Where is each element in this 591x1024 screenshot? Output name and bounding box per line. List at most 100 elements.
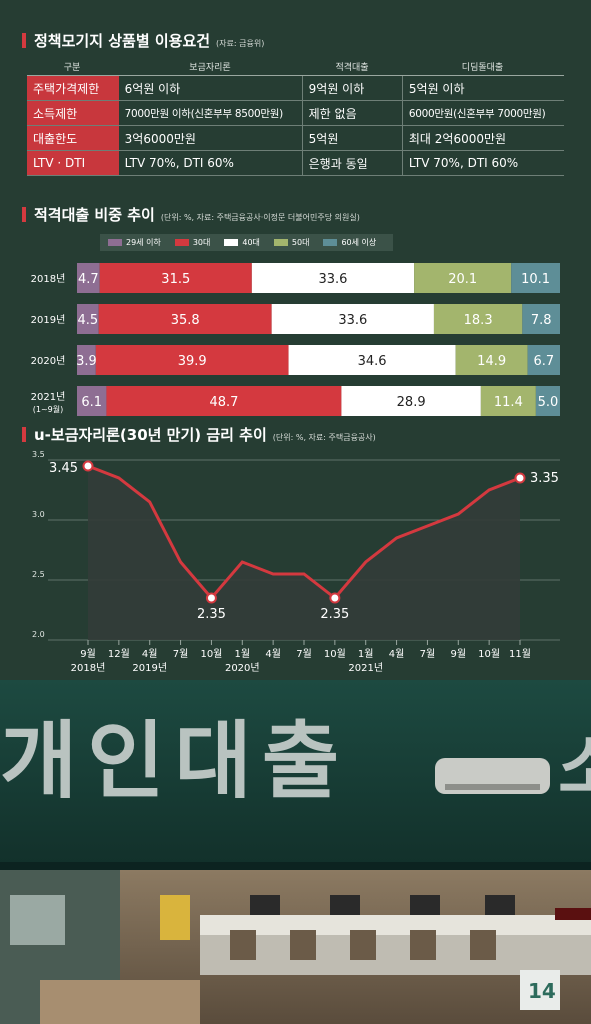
stack-chart-subtitle: (단위: %, 자료: 주택금융공사·이정문 더불어민주당 의원실) (160, 213, 360, 222)
stack-chart-title-text: 적격대출 비중 추이 (34, 206, 155, 224)
line-chart-subtitle: (단위: %, 자료: 주택금융공사) (272, 433, 376, 442)
bar-segment (77, 304, 99, 334)
table-title-text: 정책모기지 상품별 이용요건 (34, 32, 211, 50)
chair (290, 930, 316, 960)
table-title: 정책모기지 상품별 이용요건 (자료: 금융위) (22, 30, 264, 51)
chair (410, 930, 436, 960)
table-row: LTV · DTI LTV 70%, DTI 60% 은행과 동일 LTV 70… (27, 151, 564, 176)
y-tick-label: 2.0 (32, 630, 45, 639)
x-tick-label: 7월 (173, 648, 189, 660)
row-header: 소득제한 (27, 101, 119, 125)
row-header: 대출한도 (27, 126, 119, 150)
table-cell: 6억원 이하 (124, 81, 181, 96)
bar-category-label: 2019년 (31, 314, 66, 326)
table-cell: 5억원 이하 (401, 76, 564, 100)
line-point (205, 592, 217, 604)
legend-swatch (174, 239, 189, 246)
table-cell: LTV 70%, DTI 60% (401, 151, 564, 175)
bar-category-label: 2020년 (31, 355, 66, 367)
bar-segment (511, 263, 560, 293)
line-point (514, 472, 526, 484)
line-chart-title-text: u-보금자리론(30년 만기) 금리 추이 (34, 426, 267, 444)
bar-segment (251, 263, 415, 293)
x-year-label: 2019년 (132, 662, 167, 674)
x-year-label: 2021년 (348, 662, 383, 674)
bar-value-label: 33.6 (319, 272, 348, 287)
counter-top (200, 915, 591, 935)
chair (230, 930, 256, 960)
bar-value-label: 20.1 (448, 272, 477, 287)
line-annotation: 2.35 (320, 607, 349, 622)
row-header: 주택가격제한 (27, 76, 119, 100)
bar-segment (341, 386, 481, 416)
x-tick-label: 10월 (324, 648, 346, 660)
bar-value-label: 35.8 (171, 313, 200, 328)
line-chart-title: u-보금자리론(30년 만기) 금리 추이 (단위: %, 자료: 주택금융공사) (22, 424, 376, 445)
table-cell: 5억원 (301, 126, 402, 150)
x-tick-label: 7월 (296, 648, 312, 660)
row-header: LTV · DTI (27, 151, 119, 175)
line-annotation: 3.35 (530, 471, 559, 486)
line-annotation: 2.35 (197, 607, 226, 622)
counter-front (200, 935, 591, 975)
bar-segment (535, 386, 560, 416)
bar-value-label: 4.5 (78, 313, 99, 328)
monitor (410, 895, 440, 915)
bar-segment (98, 304, 272, 334)
bar-segment (480, 386, 536, 416)
legend-label: 29세 이하 (126, 238, 161, 247)
x-tick-label: 10월 (200, 648, 222, 660)
bar-segment (77, 263, 100, 293)
bar-category-label: 2021년 (31, 391, 66, 403)
bank-branch-photo: 개인대출 소 14 (0, 680, 591, 1024)
bar-value-label: 34.6 (358, 354, 387, 369)
bar-segment (414, 263, 512, 293)
sign-text: 개인대출 (0, 712, 349, 810)
x-tick-label: 4월 (389, 648, 405, 660)
table-row: 소득제한 7000만원 이하(신혼부부 8500만원) 제한 없음 6000만원… (27, 101, 564, 126)
table-source: (자료: 금융위) (216, 39, 265, 48)
policy-table: 구분 보금자리론 적격대출 디딤돌대출 주택가격제한 6억원 이하 9억원 이하… (27, 57, 564, 176)
table-cell: 6000만원(신혼부부 7000만원) (401, 101, 564, 125)
legend-label: 60세 이상 (341, 238, 377, 247)
bar-value-label: 11.4 (494, 395, 523, 410)
line-point (82, 460, 94, 472)
bar-segment (106, 386, 342, 416)
legend-item: 30대 (174, 237, 210, 248)
bar-value-label: 39.9 (178, 354, 207, 369)
bar-segment (522, 304, 560, 334)
legend-label: 40대 (242, 238, 260, 247)
x-tick-label: 11월 (509, 648, 531, 660)
legend-swatch (273, 239, 288, 246)
x-tick-label: 9월 (451, 648, 467, 660)
bar-value-label: 6.7 (533, 354, 554, 369)
bar-value-label: 10.1 (521, 272, 550, 287)
y-tick-label: 2.5 (32, 570, 45, 579)
bar-value-label: 33.6 (338, 313, 367, 328)
title-marker (22, 33, 26, 48)
bar-value-label: 4.7 (78, 272, 99, 287)
header-cell: 보금자리론 (189, 62, 231, 73)
bar-value-label: 6.1 (81, 395, 102, 410)
monitor (330, 895, 360, 915)
x-tick-label: 12월 (108, 648, 130, 660)
bar-segment (95, 345, 289, 375)
chart-legend: 29세 이하 30대 40대 50대 60세 이상 (100, 234, 393, 251)
legend-item: 40대 (224, 237, 260, 248)
bar-segment (527, 345, 560, 375)
bar-segment (288, 345, 456, 375)
line-area (88, 466, 520, 640)
table-cell: 은행과 동일 (301, 151, 402, 175)
x-tick-label: 4월 (265, 648, 281, 660)
bar-value-label: 5.0 (538, 395, 559, 410)
bar-category-note: (1~9월) (33, 404, 64, 414)
table-row: 주택가격제한 6억원 이하 9억원 이하 5억원 이하 (27, 76, 564, 101)
x-year-label: 2018년 (71, 662, 106, 674)
photo-illustration: 개인대출 소 14 (0, 680, 591, 1024)
bar-value-label: 31.5 (161, 272, 190, 287)
waiting-bench (40, 980, 200, 1024)
table-cell: LTV 70%, DTI 60% (124, 156, 234, 170)
notice-poster (160, 895, 190, 940)
table-cell: 제한 없음 (301, 101, 402, 125)
bar-segment (77, 345, 96, 375)
